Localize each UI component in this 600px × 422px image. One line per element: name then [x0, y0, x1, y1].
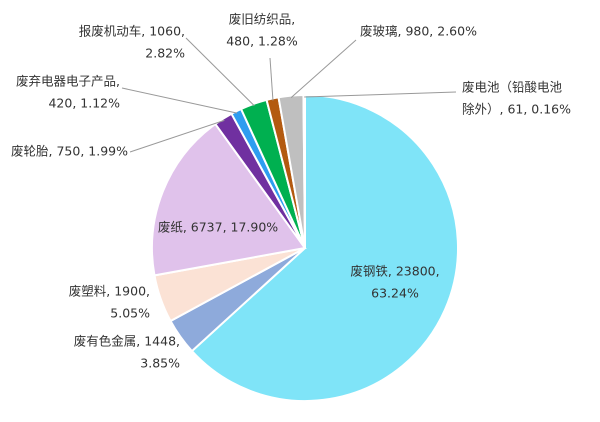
pie-slice — [190, 93, 459, 402]
pie-slice — [151, 122, 307, 277]
data-label: 废塑料, 1900, — [69, 284, 150, 299]
data-label: 3.85% — [140, 356, 180, 371]
leader-line — [290, 39, 357, 99]
data-label: 2.82% — [145, 46, 185, 61]
data-label: 5.05% — [110, 306, 150, 321]
data-label: 63.24% — [371, 286, 419, 301]
data-label: 废玻璃, 980, 2.60% — [360, 24, 477, 39]
leader-line — [185, 37, 255, 107]
data-label: 废有色金属, 1448, — [74, 334, 180, 349]
data-label: 废钢铁, 23800, — [350, 264, 439, 279]
data-label: 420, 1.12% — [48, 96, 120, 111]
data-label: 废旧纺织品, — [229, 12, 295, 27]
data-label: 废电池（铅酸电池 — [462, 80, 563, 95]
data-label: 废纸, 6737, 17.90% — [158, 220, 278, 235]
pie-slice — [302, 93, 306, 249]
data-label: 废弃电器电子产品, — [16, 74, 120, 89]
leader-line — [121, 87, 238, 114]
leader-line — [304, 91, 457, 98]
data-label: 除外）, 61, 0.16% — [462, 102, 571, 117]
data-label: 报废机动车, 1060, — [79, 24, 185, 39]
data-label: 废轮胎, 750, 1.99% — [11, 144, 128, 159]
leader-line — [269, 57, 274, 101]
data-label: 480, 1.28% — [226, 34, 298, 49]
leader-line — [129, 119, 225, 153]
